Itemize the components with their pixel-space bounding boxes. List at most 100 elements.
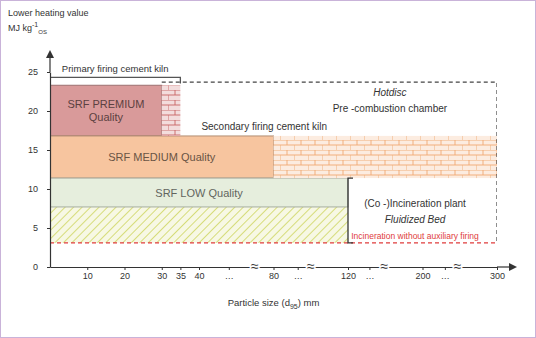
x-axis: 10 20 30 35 40 … 80 … 120 … 200 … 300 <box>51 267 506 281</box>
hatch-area <box>50 207 348 243</box>
plot-area <box>50 77 497 242</box>
y-tick-mark <box>47 189 50 190</box>
x-axis-arrowhead <box>509 263 517 271</box>
xlabel-sub: 95 <box>290 303 298 310</box>
x-tick-mark <box>369 267 370 270</box>
x-tick: 35 <box>176 267 186 281</box>
x-tick-label: … <box>294 271 303 281</box>
x-tick-label: 10 <box>83 271 93 281</box>
x-tick: 30 <box>157 267 167 281</box>
x-tick-label: 80 <box>269 271 279 281</box>
x-tick: … <box>225 267 234 281</box>
x-tick: 120 <box>341 267 356 281</box>
y-tick-mark <box>47 72 50 73</box>
axis-break: ≈ <box>454 258 462 274</box>
x-tick-mark <box>445 267 446 270</box>
y-tick-mark <box>47 228 50 229</box>
axis-break: ≈ <box>380 258 388 274</box>
x-tick: 300 <box>490 267 505 281</box>
axis-break: ≈ <box>307 258 315 274</box>
x-tick-mark <box>199 267 200 270</box>
unit-sub: OS <box>38 29 47 35</box>
x-tick: 80 <box>269 267 279 281</box>
x-tick-label: … <box>365 271 374 281</box>
y-axis: 0 5 10 15 20 25 <box>28 67 51 272</box>
x-tick-mark <box>274 267 275 270</box>
axis-break: ≈ <box>251 258 259 274</box>
brick-area <box>274 136 498 178</box>
y-tick: 0 <box>33 262 50 272</box>
x-tick-mark <box>229 267 230 270</box>
y-axis-unit: MJ kg-1OS <box>8 21 47 35</box>
x-tick-mark <box>348 267 349 270</box>
y-tick: 15 <box>28 145 50 155</box>
y-axis-arrowhead <box>46 50 54 58</box>
x-tick-label: 30 <box>157 271 167 281</box>
y-tick-label: 25 <box>28 67 38 77</box>
annotation: (Co -)Incineration plant <box>364 198 466 209</box>
annotation: Pre -combustion chamber <box>333 103 448 114</box>
x-tick-label: 40 <box>194 271 204 281</box>
quality-box <box>50 85 162 136</box>
box-label-line: SRF PREMIUM <box>67 98 144 110</box>
y-axis-title: Lower heating value <box>8 8 89 18</box>
y-tick-label: 5 <box>33 223 38 233</box>
x-tick-label: 300 <box>490 271 505 281</box>
box-label: SRF LOW Quality <box>155 187 243 199</box>
annotation: Fluidized Bed <box>385 214 446 225</box>
y-tick-label: 20 <box>28 106 38 116</box>
x-tick: 20 <box>120 267 130 281</box>
box-label-line: SRF MEDIUM Quality <box>108 151 215 163</box>
x-tick-label: 20 <box>120 271 130 281</box>
x-tick: 10 <box>83 267 93 281</box>
unit-text: MJ kg <box>8 23 32 33</box>
x-tick-mark <box>87 267 88 270</box>
box-label: SRF PREMIUMQuality <box>67 98 144 123</box>
bracket <box>50 77 180 83</box>
x-tick-mark <box>125 267 126 270</box>
y-tick-label: 0 <box>33 262 38 272</box>
x-tick-mark <box>423 267 424 270</box>
y-tick: 25 <box>28 67 50 77</box>
y-tick: 10 <box>28 184 50 194</box>
quality-box <box>50 136 274 178</box>
y-axis-line <box>50 73 51 268</box>
y-tick: 20 <box>28 106 50 116</box>
box-label: SRF MEDIUM Quality <box>108 151 215 163</box>
figure-frame <box>1 1 536 338</box>
chart: 10 20 30 35 40 … 80 … 120 … 200 … 300 0 5 10 15 20 25 ≈ ≈ ≈ ≈ L… <box>0 0 536 338</box>
x-tick-label: 200 <box>415 271 430 281</box>
x-tick-label: … <box>441 271 450 281</box>
xlabel-text: Particle size (d <box>228 297 290 308</box>
annotation: Secondary firing cement kiln <box>201 121 327 132</box>
x-tick: … <box>294 267 303 281</box>
unit-sup: -1 <box>32 21 38 28</box>
range-line <box>50 242 497 243</box>
box-label-line: Quality <box>89 111 124 123</box>
y-tick-label: 15 <box>28 145 38 155</box>
x-tick-mark <box>162 267 163 270</box>
bracket-label: Primary firing cement kiln <box>62 63 169 74</box>
xlabel-after: ) mm <box>298 297 320 308</box>
annotation: Hotdisc <box>373 87 406 98</box>
y-tick-label: 10 <box>28 184 38 194</box>
x-tick: … <box>441 267 450 281</box>
quality-box <box>50 178 348 207</box>
box-label-line: SRF LOW Quality <box>155 187 243 199</box>
x-tick: 200 <box>415 267 430 281</box>
labels: SRF PREMIUMQuality SRF MEDIUM Quality SRF … <box>62 63 479 240</box>
x-tick-label: 120 <box>341 271 356 281</box>
brick-area <box>162 85 181 136</box>
x-tick-mark <box>180 267 181 270</box>
line-label: Incineration without auxiliary firing <box>351 231 479 241</box>
y-tick-mark <box>47 111 50 112</box>
x-tick-mark <box>298 267 299 270</box>
x-tick-label: … <box>225 271 234 281</box>
y-tick-mark <box>47 150 50 151</box>
y-tick: 5 <box>33 223 50 233</box>
x-axis-title: Particle size (d95) mm <box>228 297 320 310</box>
y-tick-mark <box>47 267 50 268</box>
x-tick-label: 35 <box>176 271 186 281</box>
x-tick: 40 <box>194 267 204 281</box>
x-tick: … <box>365 267 374 281</box>
